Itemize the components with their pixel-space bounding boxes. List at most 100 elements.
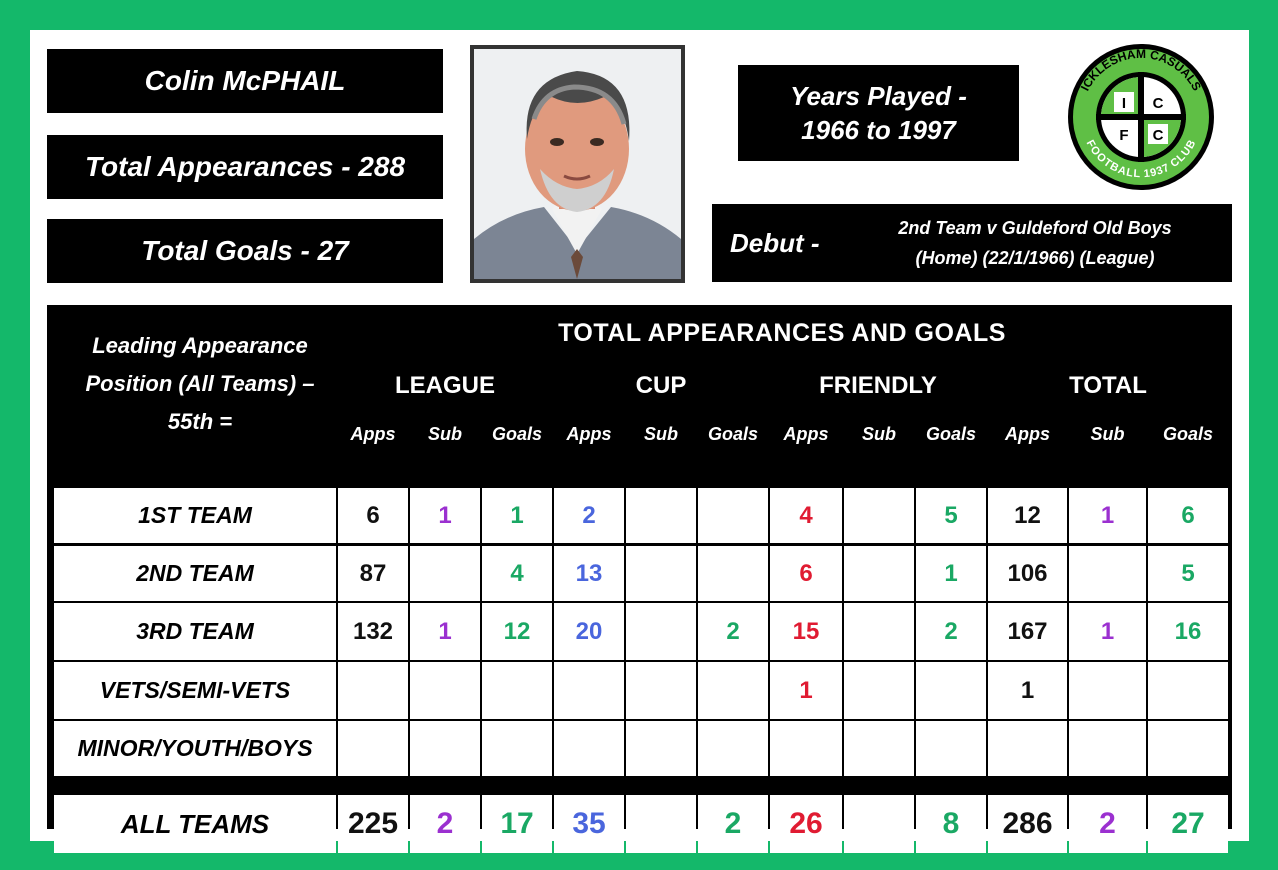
all-teams-row-cell: 8 — [916, 795, 986, 853]
table-row-3-cell — [626, 603, 696, 660]
table-row-2-cell: 5 — [1148, 546, 1228, 601]
table-row-5-cell — [1069, 721, 1146, 776]
table-row-4-cell — [410, 662, 480, 719]
column-header-goals: Goals — [491, 424, 543, 444]
column-header-goals: Goals — [925, 424, 977, 444]
table-row-1-cell — [844, 488, 914, 543]
years-played-box: Years Played - 1966 to 1997 — [738, 65, 1019, 161]
all-teams-row-cell — [844, 795, 914, 853]
table-row-5-cell — [916, 721, 986, 776]
table-row-5-cell — [554, 721, 624, 776]
all-teams-row-cell: 27 — [1148, 795, 1228, 853]
player-name-text: Colin McPHAIL — [144, 65, 346, 96]
player-card: Colin McPHAIL Total Appearances - 288 To… — [30, 30, 1249, 853]
group-header-total: TOTAL — [1069, 372, 1147, 399]
column-header-goals: Goals — [707, 424, 759, 444]
all-teams-row-label: ALL TEAMS — [54, 795, 336, 853]
leading-line-1: Leading Appearance — [92, 333, 308, 358]
table-row-4-cell — [338, 662, 408, 719]
table-row-3-cell: 20 — [554, 603, 624, 660]
table-row-1-cell: 2 — [554, 488, 624, 543]
portrait-illustration — [474, 49, 681, 279]
table-row-2-cell — [410, 546, 480, 601]
table-row-1-cell: 6 — [338, 488, 408, 543]
leading-line-2: Position (All Teams) – — [85, 371, 315, 396]
table-row-4-cell — [554, 662, 624, 719]
all-teams-row-cell: 2 — [410, 795, 480, 853]
stats-title: TOTAL APPEARANCES AND GOALS — [558, 319, 1006, 347]
table-row-2-cell — [844, 546, 914, 601]
logo-letter-4: C — [1153, 127, 1164, 144]
all-teams-row-cell: 2 — [698, 795, 768, 853]
table-row-3-cell: 2 — [916, 603, 986, 660]
table-row-1-cell — [698, 488, 768, 543]
table-row-2-cell: 106 — [988, 546, 1067, 601]
table-row-1-cell: 1 — [1069, 488, 1146, 543]
table-row-5-cell — [410, 721, 480, 776]
table-row-5-cell — [698, 721, 768, 776]
debut-details: 2nd Team v Guldeford Old Boys (Home) (22… — [860, 213, 1210, 273]
table-row-4-cell — [698, 662, 768, 719]
column-header-apps: Apps — [566, 424, 612, 444]
table-row-4-cell — [1148, 662, 1228, 719]
total-goals-box: Total Goals - 27 — [47, 219, 443, 283]
table-row-4-label: VETS/SEMI-VETS — [54, 662, 336, 719]
table-row-1-cell: 5 — [916, 488, 986, 543]
all-teams-row-cell: 17 — [482, 795, 552, 853]
group-header-cup: CUP — [635, 372, 687, 399]
total-appearances-box: Total Appearances - 288 — [47, 135, 443, 199]
all-teams-row-cell — [626, 795, 696, 853]
table-row-1-label: 1ST TEAM — [54, 488, 336, 543]
table-row-3-cell: 1 — [410, 603, 480, 660]
table-row-2-cell: 87 — [338, 546, 408, 601]
column-header-sub: Sub — [428, 424, 462, 444]
logo-letter-1: I — [1122, 95, 1126, 112]
column-header-goals: Goals — [1162, 424, 1214, 444]
table-row-3-cell: 12 — [482, 603, 552, 660]
table-row-5-cell — [988, 721, 1067, 776]
player-photo — [470, 45, 685, 283]
table-row-3-cell: 2 — [698, 603, 768, 660]
column-header-apps: Apps — [1005, 424, 1050, 444]
group-header-league: LEAGUE — [394, 372, 495, 399]
table-row-3-cell: 1 — [1069, 603, 1146, 660]
table-row-2-cell: 13 — [554, 546, 624, 601]
table-row-3-cell — [844, 603, 914, 660]
table-row-3-cell: 16 — [1148, 603, 1228, 660]
player-name: Colin McPHAIL — [47, 49, 443, 113]
debut-info: (Home) (22/1/1966) (League) — [915, 248, 1155, 268]
group-header-friendly: FRIENDLY — [819, 372, 937, 399]
table-row-4-cell — [482, 662, 552, 719]
stats-table: Leading Appearance Position (All Teams) … — [47, 305, 1232, 853]
table-row-5-cell — [482, 721, 552, 776]
table-row-2-cell: 4 — [482, 546, 552, 601]
total-appearances-text: Total Appearances - 288 — [84, 151, 406, 182]
table-row-5-cell — [626, 721, 696, 776]
table-row-2-cell: 1 — [916, 546, 986, 601]
table-row-5-cell — [844, 721, 914, 776]
table-row-4-cell: 1 — [770, 662, 842, 719]
table-row-4-cell — [1069, 662, 1146, 719]
all-teams-row-cell: 35 — [554, 795, 624, 853]
logo-letter-3: F — [1119, 127, 1128, 144]
table-row-2-label: 2ND TEAM — [54, 546, 336, 601]
table-row-2-cell — [698, 546, 768, 601]
years-played-range: 1966 to 1997 — [801, 115, 956, 145]
table-row-1-cell: 6 — [1148, 488, 1228, 543]
table-row-4-cell — [844, 662, 914, 719]
club-logo: I C F C ICKLESHAM CASUALS FOOTBALL 1937 … — [1068, 44, 1214, 190]
table-row-1-cell: 12 — [988, 488, 1067, 543]
all-teams-row-cell: 225 — [338, 795, 408, 853]
table-row-3-cell: 15 — [770, 603, 842, 660]
table-row-5-cell — [770, 721, 842, 776]
column-header-sub: Sub — [1090, 424, 1125, 444]
table-row-2-cell — [626, 546, 696, 601]
debut-box: Debut - 2nd Team v Guldeford Old Boys (H… — [712, 204, 1232, 282]
table-row-3-cell: 167 — [988, 603, 1067, 660]
table-row-1-cell — [626, 488, 696, 543]
leading-appearance-position: Leading Appearance Position (All Teams) … — [55, 327, 345, 441]
debut-match: 2nd Team v Guldeford Old Boys — [898, 218, 1172, 238]
total-goals-text: Total Goals - 27 — [141, 235, 349, 266]
column-header-sub: Sub — [644, 424, 678, 444]
debut-label: Debut - — [730, 227, 820, 258]
